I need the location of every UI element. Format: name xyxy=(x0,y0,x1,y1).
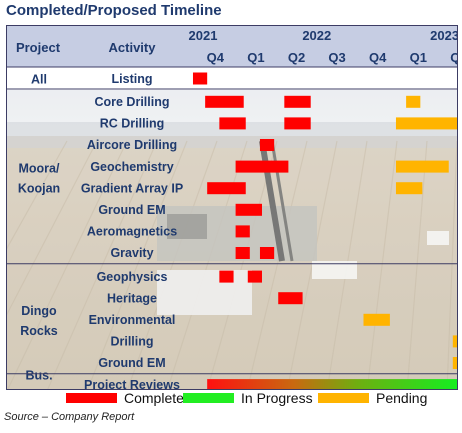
bar-gravity-completed xyxy=(235,247,250,259)
timeline-frame: ProjectActivity2021Q42022Q1Q2Q3Q42023Q1Q… xyxy=(6,25,458,390)
legend-swatch-pending xyxy=(318,393,369,403)
activity-label-ground-em: Ground EM xyxy=(98,203,165,217)
bar-core-drilling-completed xyxy=(284,95,311,108)
rig-cabin xyxy=(167,214,207,239)
activity-label-rc-drilling: RC Drilling xyxy=(100,117,165,131)
project-label-moora-koojan: Koojan xyxy=(18,181,60,195)
field-furrow xyxy=(87,140,188,389)
legend-swatch-completed xyxy=(66,393,117,403)
bar-listing-completed xyxy=(192,72,208,85)
activity-label-heritage: Heritage xyxy=(107,291,157,305)
field-furrow xyxy=(47,140,158,389)
chart-rows: Listing All Core Drilling RC Drilling Aircor… xyxy=(18,72,183,390)
field-furrow xyxy=(446,140,457,389)
quarter-label-q2: Q2 xyxy=(450,50,458,65)
activity-label-geophysics: Geophysics xyxy=(97,270,168,284)
activity-label-aeromagnetics: Aeromagnetics xyxy=(87,225,177,239)
quarter-label-q3: Q3 xyxy=(328,50,345,65)
legend-label-completed: Completed xyxy=(124,390,192,406)
field-furrow xyxy=(406,140,428,389)
header-project: Project xyxy=(16,40,61,55)
chart-header: ProjectActivity2021Q42022Q1Q2Q3Q42023Q1Q… xyxy=(7,26,458,90)
quarter-label-q2: Q2 xyxy=(288,50,305,65)
activity-label-drilling: Drilling xyxy=(110,335,153,349)
timeline-chart: ProjectActivity2021Q42022Q1Q2Q3Q42023Q1Q… xyxy=(7,26,458,390)
quarter-label-q4: Q4 xyxy=(207,50,225,65)
activity-label-environmental: Environmental xyxy=(89,313,176,327)
bar-drilling-pending xyxy=(452,335,457,348)
utility-vehicle xyxy=(312,261,357,279)
field-furrow xyxy=(206,140,278,389)
field-furrow xyxy=(7,140,128,389)
legend-label-pending: Pending xyxy=(376,390,427,406)
bar-core-drilling-completed xyxy=(205,95,244,108)
bar-gradient-array-ip-completed xyxy=(207,182,246,195)
legend-label-in-progress: In Progress xyxy=(241,390,313,406)
bar-geophysics-completed xyxy=(219,270,234,283)
bar-heritage-completed xyxy=(278,292,303,305)
bar-rc-drilling-completed xyxy=(219,117,246,130)
header-band xyxy=(7,26,457,67)
chart-title: Completed/Proposed Timeline xyxy=(6,2,222,19)
project-label-dingo-rocks: Dingo xyxy=(21,304,57,318)
quarter-label-q1: Q1 xyxy=(247,50,264,65)
bar-project-reviews-gradient xyxy=(207,379,457,389)
project-label-moora-koojan: Moora/ xyxy=(19,161,61,175)
activity-label-aircore-drilling: Aircore Drilling xyxy=(87,138,177,152)
support-truck xyxy=(157,270,252,315)
bar-geophysics-completed xyxy=(247,270,262,283)
quarter-label-q1: Q1 xyxy=(410,50,427,65)
bar-geochemistry-pending xyxy=(395,160,449,173)
year-label-2022: 2022 xyxy=(302,28,331,43)
bar-aircore-drilling-completed xyxy=(259,139,275,151)
quarter-label-q4: Q4 xyxy=(369,50,387,65)
activity-label-core-drilling: Core Drilling xyxy=(94,95,169,109)
project-label-bus-dev: Bus. xyxy=(25,369,52,383)
bar-aeromagnetics-completed xyxy=(235,225,250,238)
field-furrow xyxy=(246,140,308,389)
header-activity: Activity xyxy=(109,40,157,55)
bar-gravity-completed xyxy=(259,247,275,259)
activity-label-project-reviews: Project Reviews xyxy=(84,378,180,390)
bar-rc-drilling-pending xyxy=(395,117,457,130)
year-label-2023: 2023 xyxy=(430,28,458,43)
bar-ground-em-completed xyxy=(235,203,262,216)
activity-label-geochemistry: Geochemistry xyxy=(90,160,173,174)
bar-environmental-pending xyxy=(363,313,390,326)
bar-gradient-array-ip-pending xyxy=(395,182,423,195)
project-label-dingo-rocks: Rocks xyxy=(20,324,58,338)
project-label-bus-dev: Dev. xyxy=(26,389,51,390)
bar-geochemistry-completed xyxy=(235,160,289,173)
bar-rc-drilling-completed xyxy=(284,117,311,130)
all-row-band xyxy=(7,67,457,90)
field-furrow xyxy=(127,140,218,389)
bar-ground-em-pending xyxy=(452,357,457,369)
activity-label-gravity: Gravity xyxy=(110,246,153,260)
chart-bars xyxy=(192,72,457,389)
legend-swatch-in-progress xyxy=(183,393,234,403)
year-label-2021: 2021 xyxy=(189,28,218,43)
activity-label-listing: Listing xyxy=(112,72,153,86)
group-dividers xyxy=(7,88,457,375)
field-furrow xyxy=(366,140,398,389)
bar-core-drilling-pending xyxy=(406,95,421,108)
field-furrow xyxy=(7,140,98,316)
field-furrow xyxy=(7,140,68,250)
source-note: Source – Company Report xyxy=(4,411,135,423)
utility-vehicle-2 xyxy=(427,231,449,245)
activity-label-ground-em: Ground EM xyxy=(98,356,165,370)
activity-label-gradient-array-ip: Gradient Array IP xyxy=(81,181,183,195)
chart-legend: Completed In Progress Pending xyxy=(66,390,427,406)
project-label-all: All xyxy=(31,73,47,87)
